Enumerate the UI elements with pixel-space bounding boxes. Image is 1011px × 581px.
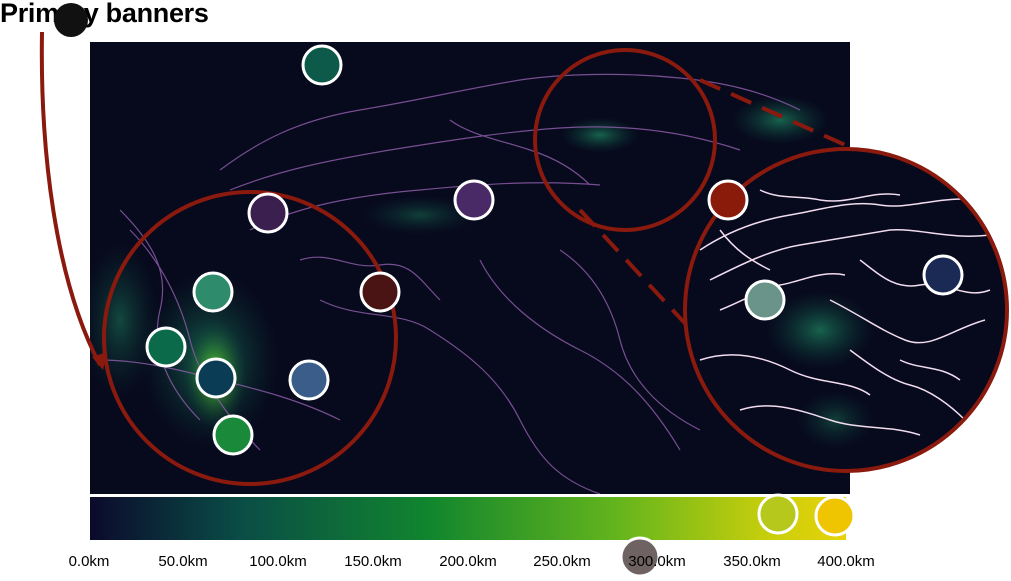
source-zoom-circle bbox=[533, 48, 717, 232]
colorbar bbox=[90, 497, 846, 540]
figure-title: Primary banners bbox=[0, 0, 209, 28]
colorbar-tick-label: 200.0km bbox=[439, 553, 497, 570]
callout-arrow bbox=[39, 31, 102, 366]
inset-contours bbox=[699, 189, 991, 436]
colorbar-tick-label: 50.0km bbox=[158, 553, 208, 570]
marker-dot bbox=[922, 254, 964, 296]
marker-dot bbox=[288, 359, 330, 401]
marker-dot bbox=[195, 357, 237, 399]
zoom-inset bbox=[683, 147, 1009, 473]
zoom-inset-border bbox=[683, 147, 1009, 473]
colorbar-tick-label: 350.0km bbox=[723, 553, 781, 570]
colorbar-tick-label: 300.0km bbox=[628, 553, 686, 570]
marker-dot bbox=[453, 179, 495, 221]
marker-dot bbox=[757, 493, 799, 535]
arrow-head bbox=[92, 352, 107, 370]
marker-dot bbox=[301, 44, 343, 86]
colorbar-tick-label: 400.0km bbox=[817, 553, 875, 570]
colorbar-tick-label: 150.0km bbox=[344, 553, 402, 570]
markers bbox=[54, 3, 964, 578]
marker-dot bbox=[212, 414, 254, 456]
colorbar-tick-label: 100.0km bbox=[249, 553, 307, 570]
marker-dot bbox=[814, 495, 856, 537]
colorbar-gradient bbox=[90, 497, 846, 540]
marker-dot bbox=[744, 279, 786, 321]
marker-dot bbox=[247, 192, 289, 234]
marker-dot bbox=[359, 271, 401, 313]
marker-dot bbox=[192, 271, 234, 313]
marker-dot bbox=[619, 536, 661, 578]
colorbar-tick-label: 0.0km bbox=[68, 553, 110, 570]
marker-dot bbox=[54, 3, 88, 37]
marker-dot bbox=[145, 326, 187, 368]
highlight-circle-left bbox=[102, 190, 398, 486]
contour-lines bbox=[99, 73, 801, 494]
colorbar-tick-label: 250.0km bbox=[533, 553, 591, 570]
marker-dot bbox=[707, 179, 749, 221]
